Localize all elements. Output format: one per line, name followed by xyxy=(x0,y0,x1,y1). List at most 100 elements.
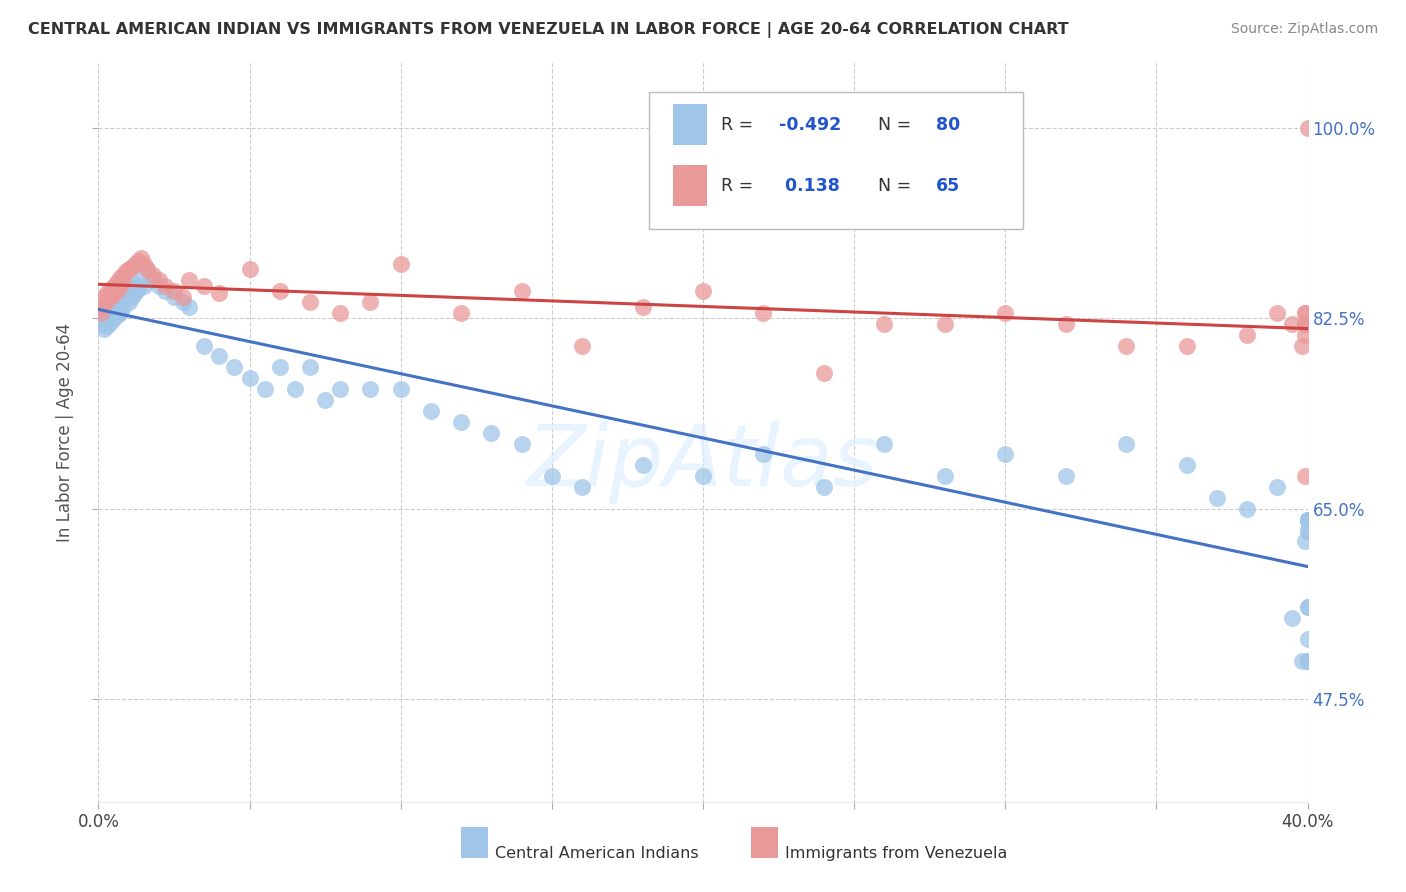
Point xyxy=(1296,654,1319,668)
Point xyxy=(1296,513,1319,527)
Text: 80: 80 xyxy=(936,116,960,134)
Point xyxy=(1296,513,1319,527)
Point xyxy=(108,293,131,307)
Point xyxy=(105,284,128,298)
Point xyxy=(124,257,146,271)
Point xyxy=(111,289,134,303)
Point xyxy=(93,297,115,311)
Point xyxy=(193,338,215,352)
Point xyxy=(269,360,291,375)
Point xyxy=(153,284,176,298)
Point xyxy=(127,253,149,268)
Point xyxy=(1175,458,1198,473)
Point xyxy=(752,447,775,461)
Point xyxy=(90,306,112,320)
Point xyxy=(540,469,562,483)
Point xyxy=(127,282,149,296)
Point xyxy=(510,436,533,450)
Point xyxy=(114,264,136,278)
Point xyxy=(96,318,118,333)
Point xyxy=(389,257,412,271)
Point xyxy=(179,301,201,315)
Point xyxy=(1296,317,1319,331)
Point xyxy=(1291,338,1313,352)
Point xyxy=(118,295,141,310)
Point xyxy=(239,262,262,277)
Point xyxy=(1296,513,1319,527)
Point xyxy=(114,284,136,298)
Point xyxy=(1294,317,1316,331)
Point xyxy=(1206,491,1229,505)
Point xyxy=(208,350,231,364)
Point xyxy=(163,289,186,303)
Point xyxy=(96,303,118,318)
Point xyxy=(692,284,714,298)
Point xyxy=(1054,469,1077,483)
Text: R =: R = xyxy=(721,116,759,134)
Point xyxy=(111,301,134,315)
Point xyxy=(1294,534,1316,549)
Point xyxy=(193,278,215,293)
Point xyxy=(813,366,835,380)
Point xyxy=(994,447,1017,461)
Point xyxy=(111,276,134,290)
Point xyxy=(420,404,443,418)
Point xyxy=(1296,524,1319,538)
Point xyxy=(389,382,412,396)
Point xyxy=(1281,317,1303,331)
Point xyxy=(129,252,152,266)
Point xyxy=(631,458,654,473)
Point xyxy=(100,289,122,303)
Point xyxy=(571,480,593,494)
Point xyxy=(813,480,835,494)
Point xyxy=(1294,469,1316,483)
Point xyxy=(239,371,262,385)
Point xyxy=(132,278,155,293)
Point xyxy=(1175,338,1198,352)
Point xyxy=(481,425,503,440)
Point xyxy=(314,392,336,407)
Point xyxy=(103,311,125,326)
Point xyxy=(179,273,201,287)
Point xyxy=(1236,327,1258,342)
Point xyxy=(103,297,125,311)
Point xyxy=(135,262,157,277)
Point xyxy=(118,262,141,277)
Point xyxy=(153,278,176,293)
Y-axis label: In Labor Force | Age 20-64: In Labor Force | Age 20-64 xyxy=(56,323,75,542)
Point xyxy=(96,293,118,307)
Text: 0.138: 0.138 xyxy=(779,177,839,194)
Point xyxy=(329,306,352,320)
Point xyxy=(96,286,118,301)
Point xyxy=(172,295,194,310)
Point xyxy=(1294,317,1316,331)
Point xyxy=(163,284,186,298)
Point xyxy=(100,282,122,296)
Point xyxy=(105,276,128,290)
Point xyxy=(108,271,131,285)
Point xyxy=(1296,120,1319,135)
Point xyxy=(1296,654,1319,668)
Point xyxy=(329,382,352,396)
Point xyxy=(148,278,170,293)
Text: Immigrants from Venezuela: Immigrants from Venezuela xyxy=(785,846,1008,861)
Point xyxy=(105,295,128,310)
Point xyxy=(1236,501,1258,516)
Point xyxy=(752,306,775,320)
Point xyxy=(1294,306,1316,320)
Point xyxy=(1281,611,1303,625)
Point xyxy=(873,317,896,331)
Bar xyxy=(461,827,488,858)
Point xyxy=(1296,654,1319,668)
Text: CENTRAL AMERICAN INDIAN VS IMMIGRANTS FROM VENEZUELA IN LABOR FORCE | AGE 20-64 : CENTRAL AMERICAN INDIAN VS IMMIGRANTS FR… xyxy=(28,22,1069,38)
Point xyxy=(90,306,112,320)
Point xyxy=(142,268,165,282)
Point xyxy=(360,382,382,396)
Point xyxy=(129,273,152,287)
Point xyxy=(1296,524,1319,538)
Point xyxy=(100,301,122,315)
Point xyxy=(90,317,112,331)
FancyBboxPatch shape xyxy=(648,92,1024,229)
Point xyxy=(208,286,231,301)
Point xyxy=(1294,317,1316,331)
